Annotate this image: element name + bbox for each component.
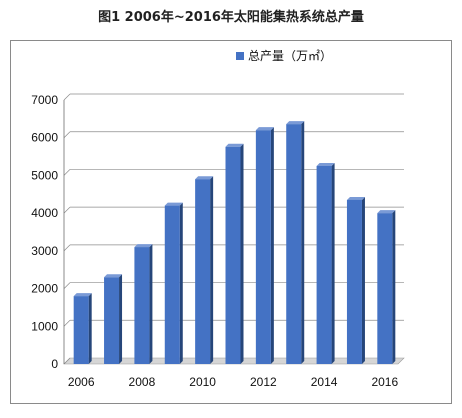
bar (225, 146, 241, 364)
bar-top (377, 210, 396, 214)
y-tick-label: 2000 (31, 282, 58, 296)
x-tick-label: 2008 (129, 375, 156, 389)
bar (316, 166, 332, 364)
bar (346, 199, 362, 364)
x-tick-label: 2006 (68, 375, 95, 389)
y-tick-label: 0 (51, 357, 58, 371)
bar-side (392, 210, 396, 364)
bar (195, 179, 211, 364)
bar-top (164, 202, 183, 206)
bar-top (73, 293, 92, 297)
y-tick-label: 6000 (31, 131, 58, 145)
y-tick-label: 7000 (31, 93, 58, 107)
bar-layer (73, 121, 396, 365)
bar-top (195, 176, 214, 180)
x-tick-label: 2016 (371, 375, 398, 389)
y-tick-label: 3000 (31, 244, 58, 258)
bar-top (346, 196, 365, 200)
legend-swatch (236, 52, 244, 60)
gridline-side (63, 93, 71, 101)
x-tick-label: 2014 (311, 375, 338, 389)
bar (164, 205, 180, 364)
bar (134, 247, 150, 364)
legend-label: 总产量（万㎡） (248, 49, 332, 63)
bar-top (286, 121, 305, 125)
bar-side (149, 244, 153, 364)
bar-side (240, 143, 244, 364)
bar-top (255, 127, 274, 131)
x-tick-label: 2010 (189, 375, 216, 389)
gridline-side (63, 244, 71, 252)
bar-top (104, 274, 123, 278)
bar (286, 124, 302, 364)
bar-side (361, 196, 365, 364)
gridline-side (63, 320, 71, 327)
page-title: 图1 2006年~2016年太阳能集热系统总产量 (98, 10, 364, 25)
gridline-side (63, 282, 71, 289)
bar-side (210, 176, 214, 364)
y-tick-label: 5000 (31, 168, 58, 182)
bar-top (316, 163, 335, 166)
bar-top (225, 143, 244, 147)
gridline-side (63, 131, 71, 138)
legend: 总产量（万㎡） (236, 49, 332, 63)
bar-side (119, 274, 123, 364)
bar (104, 277, 120, 364)
axis-layer: 0 1000 2000 3000 4000 5000 6000 7000 2006 2008 201… (31, 93, 398, 389)
bar-side (331, 163, 335, 364)
bar-side (179, 202, 183, 364)
bar (73, 296, 89, 364)
x-tick-label: 2012 (250, 375, 277, 389)
gridline-side (63, 357, 71, 365)
bar-side (301, 121, 305, 364)
bar-side (88, 293, 92, 364)
gridline-side (63, 169, 71, 176)
bar (377, 213, 393, 364)
y-tick-label: 4000 (31, 206, 58, 220)
bar-top (134, 244, 153, 248)
gridline-side (63, 206, 71, 214)
bar-side (270, 127, 274, 365)
y-tick-label: 1000 (31, 319, 58, 333)
bar (255, 130, 271, 364)
